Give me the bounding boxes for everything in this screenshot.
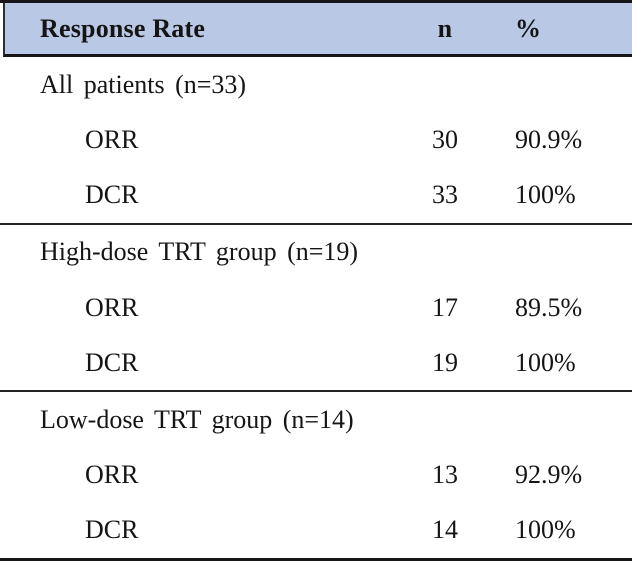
table-row: DCR 19 100% xyxy=(0,335,632,390)
pct-value: 92.9% xyxy=(515,460,583,490)
header-n: n xyxy=(437,13,453,43)
section-high-dose: High-dose TRT group (n=19) ORR 17 89.5% … xyxy=(0,222,632,391)
pct-value: 100% xyxy=(515,515,576,545)
table-row: DCR 14 100% xyxy=(0,503,632,558)
row-label: ORR xyxy=(85,124,139,154)
n-value: 13 xyxy=(432,460,458,490)
section-low-dose: Low-dose TRT group (n=14) ORR 13 92.9% D… xyxy=(0,390,632,558)
n-value: 30 xyxy=(432,124,458,154)
group-label: Low-dose TRT group (n=14) xyxy=(40,404,354,434)
n-value: 17 xyxy=(432,292,458,322)
response-rate-table: Response Rate n % All patients (n=33) OR… xyxy=(0,0,632,561)
group-header-row: Low-dose TRT group (n=14) xyxy=(0,392,632,447)
header-percent: % xyxy=(515,13,542,43)
row-label: DCR xyxy=(85,180,139,210)
pct-value: 89.5% xyxy=(515,292,583,322)
row-label: DCR xyxy=(85,347,139,377)
table-header-row: Response Rate n % xyxy=(3,3,632,57)
pct-value: 90.9% xyxy=(515,124,583,154)
group-header-row: All patients (n=33) xyxy=(0,57,632,112)
group-label: All patients (n=33) xyxy=(40,69,247,99)
table-row: ORR 13 92.9% xyxy=(0,448,632,503)
pct-value: 100% xyxy=(515,347,576,377)
table-row: DCR 33 100% xyxy=(0,167,632,222)
section-all-patients: All patients (n=33) ORR 30 90.9% DCR 33 … xyxy=(0,57,632,223)
n-value: 19 xyxy=(432,347,458,377)
pct-value: 100% xyxy=(515,180,576,210)
n-value: 14 xyxy=(432,515,458,545)
table-row: ORR 30 90.9% xyxy=(0,112,632,167)
header-response-rate: Response Rate xyxy=(40,13,206,43)
n-value: 33 xyxy=(432,180,458,210)
row-label: ORR xyxy=(85,460,139,490)
group-header-row: High-dose TRT group (n=19) xyxy=(0,225,632,280)
table-row: ORR 17 89.5% xyxy=(0,280,632,335)
row-label: DCR xyxy=(85,515,139,545)
row-label: ORR xyxy=(85,292,139,322)
group-label: High-dose TRT group (n=19) xyxy=(40,237,359,267)
